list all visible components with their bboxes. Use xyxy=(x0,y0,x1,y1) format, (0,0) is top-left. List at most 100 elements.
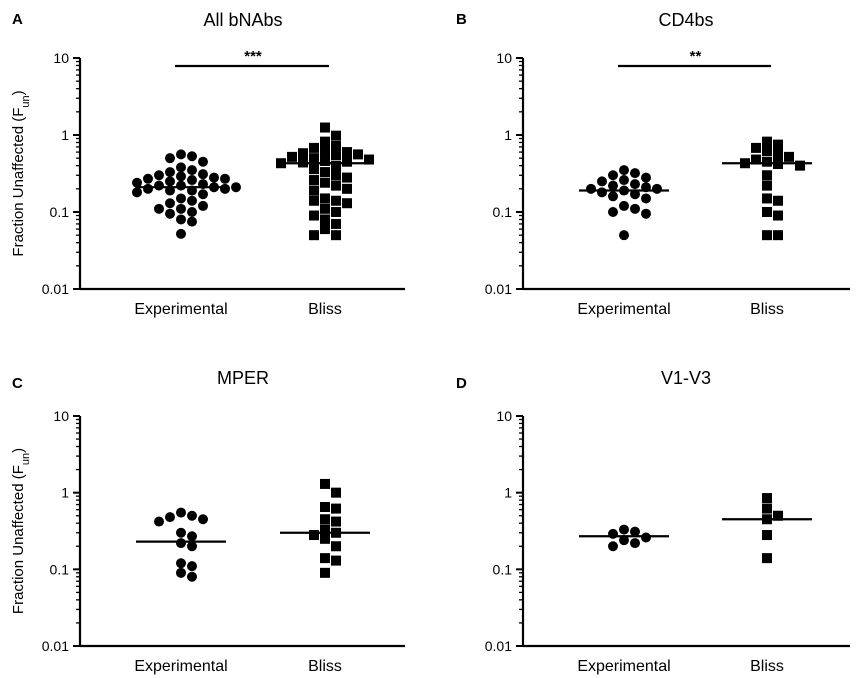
data-point-square xyxy=(320,533,330,544)
data-point-square xyxy=(762,180,772,191)
data-point-square xyxy=(773,139,783,150)
data-point-square xyxy=(773,230,783,241)
data-point-square xyxy=(762,530,772,541)
data-point-square xyxy=(331,487,341,498)
data-point-square xyxy=(320,155,330,166)
data-point-circle xyxy=(608,528,618,539)
data-point-circle xyxy=(608,207,618,217)
data-point-circle xyxy=(619,524,629,535)
data-point-square xyxy=(320,203,330,214)
data-point-square xyxy=(331,140,341,151)
data-point-square xyxy=(342,183,352,194)
data-point-square xyxy=(320,177,330,188)
data-point-square xyxy=(762,170,772,181)
data-point-square xyxy=(320,502,330,513)
data-point-square xyxy=(762,503,772,514)
panel-letter: D xyxy=(456,375,467,392)
data-point-square xyxy=(331,230,341,241)
data-point-circle xyxy=(619,165,629,176)
data-point-circle xyxy=(641,532,651,543)
data-point-circle xyxy=(608,191,618,202)
data-point-square xyxy=(331,516,341,527)
panel-letter: B xyxy=(456,11,467,28)
y-tick-label: 10 xyxy=(53,408,69,424)
significance-label: *** xyxy=(244,48,262,65)
data-point-circle xyxy=(187,531,197,542)
data-point-circle xyxy=(176,538,186,549)
data-point-square xyxy=(309,153,319,164)
y-tick-label: 0.01 xyxy=(42,638,69,654)
data-point-square xyxy=(320,167,330,178)
y-tick-label: 10 xyxy=(496,408,512,424)
data-point-square xyxy=(773,510,783,521)
data-point-circle xyxy=(176,149,186,160)
y-tick-label: 0.01 xyxy=(42,281,69,297)
data-point-circle xyxy=(630,203,640,214)
y-tick-label: 0.01 xyxy=(485,638,512,654)
data-point-circle xyxy=(652,183,662,194)
data-point-circle xyxy=(154,180,164,191)
data-point-circle xyxy=(630,179,640,190)
data-point-circle xyxy=(187,216,197,227)
data-point-circle xyxy=(132,177,142,188)
data-point-circle xyxy=(165,167,175,178)
panel-letter: C xyxy=(12,375,23,392)
data-point-square xyxy=(320,214,330,225)
data-point-square xyxy=(342,156,352,167)
data-point-square xyxy=(287,151,297,162)
y-tick-label: 1 xyxy=(504,127,512,143)
data-point-square xyxy=(320,122,330,133)
data-point-circle xyxy=(187,541,197,552)
data-point-circle xyxy=(176,558,186,569)
panel-letter: A xyxy=(12,11,23,28)
data-point-circle xyxy=(176,162,186,173)
y-tick-label: 0.1 xyxy=(493,204,513,220)
data-point-square xyxy=(773,195,783,206)
chart-panel-d: D V1-V3 0.01 0.1 1 10 Experimental Bliss xyxy=(456,368,850,675)
data-point-square xyxy=(762,136,772,147)
data-point-square xyxy=(309,185,319,196)
data-point-circle xyxy=(198,156,208,167)
data-point-circle xyxy=(198,189,208,200)
chart-panel-b: B CD4bs 0.01 0.1 1 10 Experimental Bliss ** xyxy=(456,10,850,318)
data-point-square xyxy=(331,130,341,141)
data-point-square xyxy=(331,195,341,206)
data-point-circle xyxy=(198,200,208,211)
data-point-circle xyxy=(641,208,651,219)
y-axis-label: Fraction Unaffected (Fun) xyxy=(10,448,32,614)
data-point-circle xyxy=(154,516,164,527)
data-point-circle xyxy=(209,172,219,183)
data-point-square xyxy=(309,142,319,153)
panel-title: V1-V3 xyxy=(661,368,711,388)
data-point-square xyxy=(762,156,772,167)
data-point-circle xyxy=(187,175,197,186)
data-point-circle xyxy=(154,203,164,214)
data-point-circle xyxy=(176,214,186,225)
data-point-square xyxy=(364,154,374,165)
data-point-circle xyxy=(608,180,618,191)
data-point-square xyxy=(795,160,805,171)
data-point-circle xyxy=(165,198,175,209)
data-point-circle xyxy=(586,183,596,194)
data-point-square xyxy=(751,142,761,153)
data-point-square xyxy=(309,175,319,186)
data-point-circle xyxy=(187,207,197,217)
data-point-circle xyxy=(619,230,629,241)
data-point-square xyxy=(353,149,363,160)
data-point-circle xyxy=(176,228,186,239)
y-tick-label: 0.01 xyxy=(485,281,512,297)
data-point-circle xyxy=(176,203,186,214)
data-point-square xyxy=(309,164,319,175)
data-point-square xyxy=(320,136,330,147)
chart-panel-c: C MPER 0.01 0.1 1 10 Fraction Unaffected (Fun)… xyxy=(10,368,405,675)
chart-panel-a: A All bNAbs 0.01 0.1 1 10 Fraction Unaffected … xyxy=(10,10,405,318)
data-point-square xyxy=(298,148,308,159)
x-category-label: Experimental xyxy=(134,658,227,675)
data-point-square xyxy=(762,230,772,241)
y-tick-label: 0.1 xyxy=(50,204,70,220)
data-point-square xyxy=(342,147,352,158)
data-point-circle xyxy=(630,526,640,537)
data-point-circle xyxy=(198,514,208,525)
data-point-circle xyxy=(220,183,230,194)
data-point-circle xyxy=(231,182,241,193)
